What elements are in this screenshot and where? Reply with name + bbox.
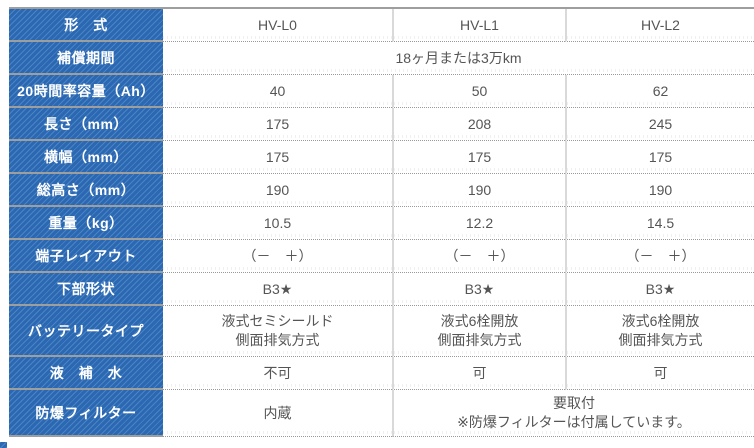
width-cell: 175 bbox=[565, 141, 754, 174]
row-header-label: 総高さ（mm） bbox=[36, 181, 136, 198]
battery-spec-table: 形 式 HV-L0 HV-L1 HV-L2 補償期間 18ヶ月または3万km 2… bbox=[9, 7, 754, 437]
row-header-label: 重量（kg） bbox=[48, 214, 124, 231]
terminal-cell: （－ ＋） bbox=[163, 240, 392, 273]
decorative-corner-square bbox=[0, 442, 7, 448]
filter-note-line: ※防爆フィルターは付属しています。 bbox=[457, 414, 691, 430]
row-header-terminal: 端子レイアウト bbox=[9, 240, 163, 273]
battery-type-line: 側面排気方式 bbox=[235, 332, 320, 348]
row-header-width: 横幅（mm） bbox=[9, 141, 163, 174]
row-header-bottom-shape: 下部形状 bbox=[9, 273, 163, 306]
spec-row-capacity: 20時間率容量（Ah） 40 50 62 bbox=[9, 75, 754, 108]
filter-note-line: 要取付 bbox=[553, 395, 595, 411]
row-header-label: バッテリータイプ bbox=[28, 322, 144, 339]
battery-type-line: 側面排気方式 bbox=[437, 332, 522, 348]
row-header-capacity: 20時間率容量（Ah） bbox=[9, 75, 163, 108]
spec-row-width: 横幅（mm） 175 175 175 bbox=[9, 141, 754, 174]
spec-row-length: 長さ（mm） 175 208 245 bbox=[9, 108, 754, 141]
row-header-height: 総高さ（mm） bbox=[9, 174, 163, 207]
spec-row-model: 形 式 HV-L0 HV-L1 HV-L2 bbox=[9, 9, 754, 42]
row-header-length: 長さ（mm） bbox=[9, 108, 163, 141]
length-cell: 175 bbox=[163, 108, 392, 141]
battery-type-cell: 液式セミシールド 側面排気方式 bbox=[163, 306, 392, 357]
row-header-filter: 防爆フィルター bbox=[9, 390, 163, 437]
weight-cell: 14.5 bbox=[565, 207, 754, 240]
model-cell-hv-l0: HV-L0 bbox=[163, 9, 392, 42]
battery-type-line: 液式6栓開放 bbox=[440, 313, 519, 329]
bottom-shape-cell: B3★ bbox=[392, 273, 565, 306]
row-header-label: 長さ（mm） bbox=[44, 115, 128, 132]
spec-row-battery-type: バッテリータイプ 液式セミシールド 側面排気方式 液式6栓開放 側面排気方式 液… bbox=[9, 306, 754, 357]
warranty-merged-cell: 18ヶ月または3万km bbox=[163, 42, 754, 75]
row-header-label: 防爆フィルター bbox=[35, 404, 137, 421]
spec-row-weight: 重量（kg） 10.5 12.2 14.5 bbox=[9, 207, 754, 240]
filter-cell-built-in: 内蔵 bbox=[163, 390, 392, 437]
length-cell: 208 bbox=[392, 108, 565, 141]
fluid-refill-cell: 不可 bbox=[163, 357, 392, 390]
height-cell: 190 bbox=[392, 174, 565, 207]
row-header-model: 形 式 bbox=[9, 9, 163, 42]
row-header-label: 下部形状 bbox=[57, 280, 115, 297]
spec-row-warranty: 補償期間 18ヶ月または3万km bbox=[9, 42, 754, 75]
bottom-shape-cell: B3★ bbox=[565, 273, 754, 306]
weight-cell: 12.2 bbox=[392, 207, 565, 240]
row-header-label: 補償期間 bbox=[57, 49, 115, 66]
row-header-label: 20時間率容量（Ah） bbox=[17, 82, 155, 99]
fluid-refill-cell: 可 bbox=[392, 357, 565, 390]
model-cell-hv-l1: HV-L1 bbox=[392, 9, 565, 42]
row-header-label: 横幅（mm） bbox=[44, 148, 128, 165]
spec-row-height: 総高さ（mm） 190 190 190 bbox=[9, 174, 754, 207]
battery-type-line: 液式6栓開放 bbox=[621, 313, 700, 329]
capacity-cell: 50 bbox=[392, 75, 565, 108]
width-cell: 175 bbox=[163, 141, 392, 174]
height-cell: 190 bbox=[565, 174, 754, 207]
fluid-refill-cell: 可 bbox=[565, 357, 754, 390]
width-cell: 175 bbox=[392, 141, 565, 174]
row-header-label: 形 式 bbox=[64, 16, 108, 33]
row-header-warranty: 補償期間 bbox=[9, 42, 163, 75]
capacity-cell: 40 bbox=[163, 75, 392, 108]
weight-cell: 10.5 bbox=[163, 207, 392, 240]
row-header-label: 端子レイアウト bbox=[35, 247, 137, 264]
spec-row-filter: 防爆フィルター 内蔵 要取付 ※防爆フィルターは付属しています。 bbox=[9, 390, 754, 437]
terminal-cell: （－ ＋） bbox=[392, 240, 565, 273]
battery-type-line: 側面排気方式 bbox=[618, 332, 703, 348]
row-header-battery-type: バッテリータイプ bbox=[9, 306, 163, 357]
row-header-fluid-refill: 液 補 水 bbox=[9, 357, 163, 390]
spec-row-terminal: 端子レイアウト （－ ＋） （－ ＋） （－ ＋） bbox=[9, 240, 754, 273]
row-header-weight: 重量（kg） bbox=[9, 207, 163, 240]
filter-merged-cell: 要取付 ※防爆フィルターは付属しています。 bbox=[392, 390, 754, 437]
battery-type-cell: 液式6栓開放 側面排気方式 bbox=[565, 306, 754, 357]
spec-row-bottom-shape: 下部形状 B3★ B3★ B3★ bbox=[9, 273, 754, 306]
spec-row-fluid-refill: 液 補 水 不可 可 可 bbox=[9, 357, 754, 390]
bottom-shape-cell: B3★ bbox=[163, 273, 392, 306]
row-header-label: 液 補 水 bbox=[49, 364, 123, 381]
model-cell-hv-l2: HV-L2 bbox=[565, 9, 754, 42]
battery-type-cell: 液式6栓開放 側面排気方式 bbox=[392, 306, 565, 357]
capacity-cell: 62 bbox=[565, 75, 754, 108]
terminal-cell: （－ ＋） bbox=[565, 240, 754, 273]
length-cell: 245 bbox=[565, 108, 754, 141]
battery-type-line: 液式セミシールド bbox=[221, 313, 334, 329]
height-cell: 190 bbox=[163, 174, 392, 207]
